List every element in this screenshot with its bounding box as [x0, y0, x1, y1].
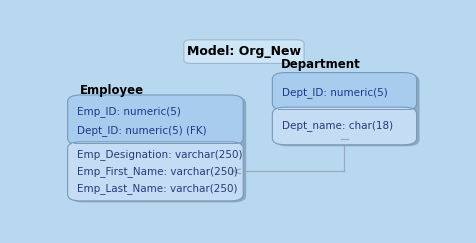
Text: Dept_name: char(18): Dept_name: char(18) [282, 121, 393, 131]
FancyBboxPatch shape [68, 95, 243, 145]
FancyBboxPatch shape [272, 73, 416, 110]
Text: Dept_ID: numeric(5): Dept_ID: numeric(5) [282, 87, 387, 98]
FancyBboxPatch shape [275, 74, 419, 146]
Text: Emp_First_Name: varchar(250): Emp_First_Name: varchar(250) [77, 166, 238, 177]
Text: Emp_Last_Name: varchar(250): Emp_Last_Name: varchar(250) [77, 183, 238, 194]
Text: Dept_ID: numeric(5) (FK): Dept_ID: numeric(5) (FK) [77, 125, 207, 136]
Text: Emp_ID: numeric(5): Emp_ID: numeric(5) [77, 106, 181, 117]
Text: Model: Org_New: Model: Org_New [187, 45, 301, 58]
FancyBboxPatch shape [70, 96, 246, 202]
Text: Department: Department [281, 58, 361, 71]
Text: Employee: Employee [80, 85, 144, 97]
FancyBboxPatch shape [272, 107, 416, 145]
FancyBboxPatch shape [184, 40, 304, 63]
FancyBboxPatch shape [68, 142, 243, 201]
Text: Emp_Designation: varchar(250): Emp_Designation: varchar(250) [77, 149, 243, 160]
